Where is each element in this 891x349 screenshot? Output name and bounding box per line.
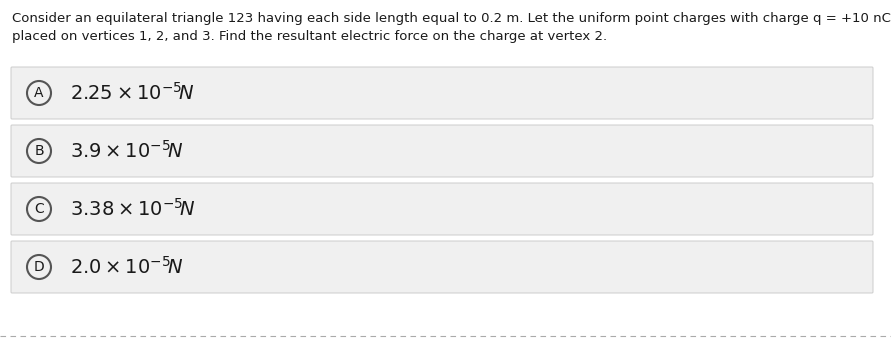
Text: $2.25\times 10^{-5}\!N$: $2.25\times 10^{-5}\!N$ xyxy=(70,82,195,104)
Text: D: D xyxy=(34,260,45,274)
Text: $2.0\times 10^{-5}\!N$: $2.0\times 10^{-5}\!N$ xyxy=(70,256,184,278)
Text: $3.9\times 10^{-5}\!N$: $3.9\times 10^{-5}\!N$ xyxy=(70,140,184,162)
Text: $3.38\times 10^{-5}\!N$: $3.38\times 10^{-5}\!N$ xyxy=(70,198,196,220)
Text: placed on vertices 1, 2, and 3. Find the resultant electric force on the charge : placed on vertices 1, 2, and 3. Find the… xyxy=(12,30,607,43)
FancyBboxPatch shape xyxy=(11,183,873,235)
Text: Consider an equilateral triangle 123 having each side length equal to 0.2 m. Let: Consider an equilateral triangle 123 hav… xyxy=(12,12,891,25)
FancyBboxPatch shape xyxy=(11,241,873,293)
FancyBboxPatch shape xyxy=(11,125,873,177)
FancyBboxPatch shape xyxy=(11,67,873,119)
Text: C: C xyxy=(34,202,44,216)
Text: A: A xyxy=(34,86,44,100)
Text: B: B xyxy=(34,144,44,158)
